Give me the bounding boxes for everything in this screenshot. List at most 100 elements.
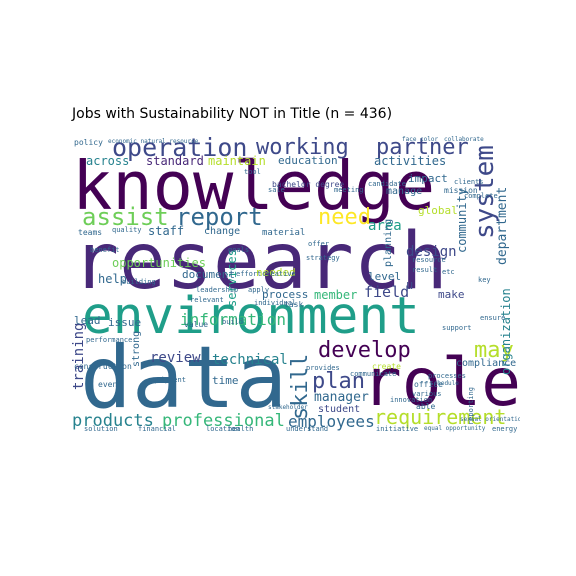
word-able: able bbox=[416, 402, 436, 411]
word-compliance: compliance bbox=[456, 358, 517, 369]
word-standard: standard bbox=[146, 154, 204, 168]
word-develop: develop bbox=[318, 338, 411, 363]
word-goals: goals bbox=[228, 246, 250, 254]
word-cloud: knowledge research environment data role… bbox=[72, 135, 520, 433]
word-clients: clients bbox=[454, 178, 484, 186]
word-strong: strong bbox=[131, 330, 142, 367]
word-building: building bbox=[122, 278, 156, 286]
word-teams: teams bbox=[78, 228, 103, 237]
word-products: products bbox=[72, 411, 154, 431]
word-schedule: schedule bbox=[430, 380, 459, 387]
word-training: training bbox=[72, 322, 87, 390]
word-create: create bbox=[372, 362, 401, 371]
word-leadership: leadership bbox=[196, 286, 239, 294]
word-help: help bbox=[98, 272, 127, 286]
word-solution: solution bbox=[84, 425, 118, 433]
word-process: process bbox=[262, 288, 309, 301]
word-sexual-orientation: sexual orientation bbox=[460, 416, 520, 423]
word-collaborate: collaborate bbox=[444, 136, 484, 143]
word-operation: operation bbox=[112, 135, 248, 162]
word-data: data bbox=[80, 328, 288, 428]
word-needed: needed bbox=[256, 266, 296, 279]
word-stakeholder: stakeholder bbox=[268, 404, 308, 411]
word-technical: technical bbox=[212, 352, 288, 368]
word-health: health bbox=[228, 425, 254, 433]
word-effort: effort bbox=[236, 270, 262, 278]
word-level: level bbox=[368, 270, 402, 283]
word-make: make bbox=[438, 288, 465, 301]
word-review: review bbox=[150, 350, 201, 366]
word-individual: individual bbox=[254, 299, 297, 307]
word-design: design bbox=[406, 244, 457, 260]
word-role: role bbox=[362, 344, 520, 421]
word-resource: resource bbox=[412, 256, 446, 264]
word-student: student bbox=[318, 404, 361, 415]
word-creative: creative bbox=[262, 270, 296, 278]
word-u: u bbox=[406, 278, 414, 292]
word-ensure: ensure bbox=[480, 314, 506, 322]
word-across: across bbox=[86, 154, 130, 168]
word-office: office bbox=[414, 380, 443, 389]
word-candidate: candidate bbox=[368, 180, 406, 188]
word-mission: mission bbox=[444, 186, 478, 195]
word-quality: quality bbox=[112, 226, 142, 234]
word-apply: apply bbox=[248, 286, 270, 294]
word-planning: planning bbox=[383, 218, 394, 267]
word-task: task bbox=[284, 300, 304, 309]
word-member: member bbox=[314, 288, 358, 302]
word-provides: provides bbox=[306, 364, 340, 372]
word-equal-opportunity: equal opportunity bbox=[424, 425, 486, 432]
chart-title: Jobs with Sustainability NOT in Title (n… bbox=[72, 106, 393, 122]
word-benefit: benefit bbox=[90, 246, 120, 254]
word-field: field bbox=[364, 283, 410, 301]
word-manager: manager bbox=[314, 390, 369, 405]
word-offer: offer bbox=[308, 240, 330, 248]
word-area: area bbox=[368, 218, 402, 234]
word-material: material bbox=[262, 228, 306, 238]
word-employees: employees bbox=[288, 412, 375, 431]
word-report: report bbox=[176, 203, 263, 231]
word-strategy: strategy bbox=[306, 254, 340, 262]
word-result: result bbox=[412, 266, 438, 274]
word-energy: energy bbox=[492, 425, 518, 433]
word-lead: lead bbox=[74, 314, 101, 327]
word-innovation: innovation bbox=[390, 396, 433, 404]
word-opportunities: opportunities bbox=[112, 256, 206, 270]
word-face-color: face color bbox=[402, 136, 439, 143]
word-policy: policy bbox=[74, 138, 103, 147]
word-equipment: equipment bbox=[148, 376, 186, 384]
word-department: department bbox=[495, 186, 510, 265]
word-may: may bbox=[474, 338, 514, 363]
word-financial: financial bbox=[138, 425, 176, 433]
word-change: change bbox=[204, 226, 241, 237]
word-tool: tool bbox=[244, 168, 261, 176]
word-economic-natural-resource: economic natural resource bbox=[108, 138, 199, 145]
word-communicate: communicate bbox=[350, 370, 397, 378]
word-assist: assist bbox=[82, 203, 169, 231]
word-various: various bbox=[412, 390, 442, 398]
word-understand: understand bbox=[286, 425, 329, 433]
word-global: global bbox=[418, 204, 458, 217]
word-partner: partner bbox=[376, 135, 469, 160]
word-environment: environment bbox=[82, 287, 420, 346]
word-document: document bbox=[182, 268, 235, 281]
word-time: time bbox=[212, 374, 239, 387]
word-performance: performance bbox=[86, 336, 133, 344]
word-etc: etc bbox=[442, 268, 455, 276]
word-build: build bbox=[222, 318, 244, 326]
word-knowledge: knowledge bbox=[72, 147, 436, 225]
word-bachelor-degree: bachelor degree bbox=[272, 180, 345, 189]
word-activities: activities bbox=[374, 154, 447, 168]
word-relevant: relevant bbox=[190, 296, 224, 304]
word-manage: manage bbox=[386, 186, 423, 197]
word-value: value bbox=[184, 320, 209, 329]
word-information: information bbox=[180, 310, 286, 329]
word-support: support bbox=[442, 324, 472, 332]
word-maintain: maintain bbox=[208, 154, 266, 168]
word-construction: construction bbox=[74, 362, 132, 371]
word-research: research bbox=[72, 217, 448, 307]
word-key: key bbox=[478, 276, 491, 284]
word-professional: professional bbox=[162, 411, 285, 431]
word-need: need bbox=[318, 205, 371, 230]
word-location: location bbox=[206, 425, 240, 433]
